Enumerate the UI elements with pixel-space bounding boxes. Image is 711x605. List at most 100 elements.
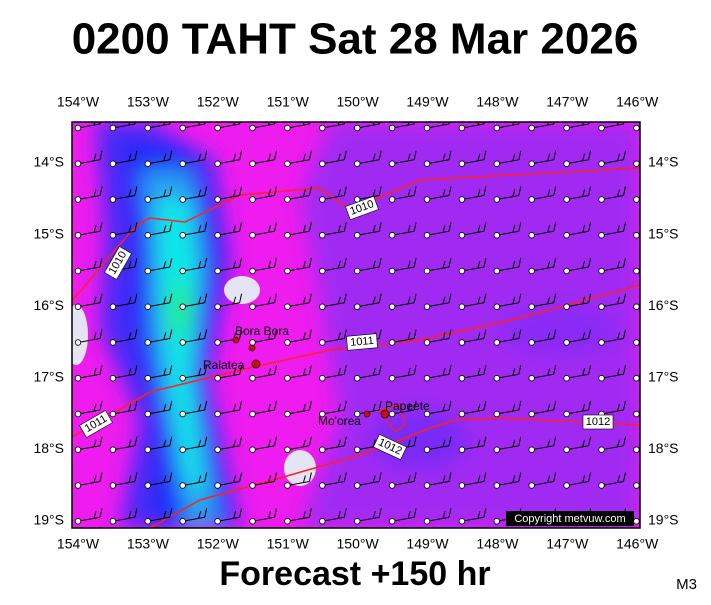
wind-station <box>179 482 186 489</box>
wind-station <box>563 232 570 239</box>
wind-station <box>493 124 500 132</box>
isobar-label-box <box>582 414 614 430</box>
wind-station <box>633 339 640 346</box>
wind-barb <box>461 436 487 451</box>
wind-barb <box>182 150 208 165</box>
wind-barb <box>77 257 103 272</box>
wind-station <box>144 339 151 346</box>
wind-station <box>633 124 640 132</box>
longitude-label: 150°W <box>337 536 380 552</box>
wind-barb <box>252 150 277 165</box>
wind-station <box>458 303 466 310</box>
wind-barb <box>496 222 522 236</box>
isobar-label: 1010 <box>345 195 379 221</box>
place-label: Mo'orea <box>318 414 361 428</box>
wind-barb <box>566 329 592 343</box>
wind-barb <box>77 400 103 415</box>
wind-station <box>284 124 291 132</box>
wind-barb <box>147 329 173 343</box>
wind-barb <box>322 186 347 200</box>
wind-station <box>354 232 361 239</box>
wind-barb <box>426 150 452 165</box>
latitude-label: 17°S <box>648 369 679 385</box>
wind-station <box>598 160 605 167</box>
wind-station <box>284 196 291 203</box>
wind-barb <box>322 508 347 522</box>
wind-barb <box>392 150 417 165</box>
wind-station <box>528 196 535 203</box>
wind-station <box>74 303 82 310</box>
wind-barb <box>217 472 243 486</box>
wind-barb <box>77 472 103 486</box>
wind-station <box>74 482 82 489</box>
wind-station <box>598 232 605 239</box>
wind-station <box>319 232 326 239</box>
wind-barb <box>426 257 452 272</box>
wind-barb <box>601 365 626 379</box>
wind-station <box>563 303 570 310</box>
wind-barb <box>496 436 522 451</box>
wind-station <box>423 160 431 167</box>
wind-station <box>493 196 500 203</box>
wind-station <box>284 410 291 418</box>
wind-barb <box>392 472 417 486</box>
longitude-label: 151°W <box>267 536 310 552</box>
wind-barb <box>112 400 138 415</box>
wind-station <box>354 303 361 310</box>
wind-station <box>458 410 466 418</box>
wind-barb <box>531 186 557 200</box>
latitude-label: 19°S <box>648 512 679 528</box>
wind-barb <box>252 400 277 415</box>
wind-station <box>493 482 500 489</box>
latitude-label: 19°S <box>33 512 64 528</box>
wind-station <box>458 375 466 382</box>
wind-station <box>354 160 361 167</box>
wind-station <box>423 339 431 346</box>
wind-station <box>179 446 186 453</box>
wind-station <box>528 482 535 489</box>
wind-station <box>423 232 431 239</box>
wind-barb <box>357 150 382 165</box>
wind-barb <box>461 365 487 379</box>
wind-station <box>284 160 291 167</box>
wind-station <box>528 410 535 418</box>
wind-station <box>74 196 82 203</box>
wind-station <box>179 232 186 239</box>
wind-barb <box>461 329 487 343</box>
wind-barb <box>496 472 522 486</box>
wind-barb <box>566 257 592 272</box>
wind-barb <box>147 293 173 308</box>
wind-station <box>319 303 326 310</box>
latitude-label: 14°S <box>648 154 679 170</box>
wind-barb <box>531 257 557 272</box>
wind-barb <box>461 400 487 415</box>
wind-station <box>319 375 326 382</box>
wind-station <box>179 160 186 167</box>
wind-station <box>214 410 221 418</box>
wind-station <box>214 267 221 275</box>
wind-station <box>563 410 570 418</box>
wind-barb <box>182 472 208 486</box>
wind-station <box>423 518 431 525</box>
wind-station <box>528 160 535 167</box>
wind-station <box>388 196 396 203</box>
latitude-label: 15°S <box>33 225 64 241</box>
wind-station <box>633 518 640 525</box>
longitude-label: 154°W <box>57 536 100 552</box>
wind-station <box>458 124 466 132</box>
wind-station <box>388 124 396 132</box>
wind-station <box>214 232 221 239</box>
wind-barb <box>112 436 138 451</box>
wind-barb <box>147 222 173 236</box>
wind-barb <box>77 222 103 236</box>
wind-barb <box>287 222 312 236</box>
wind-station <box>214 339 221 346</box>
wind-barb <box>566 293 592 308</box>
wind-barb <box>217 508 243 522</box>
wind-barb <box>217 436 243 451</box>
wind-barb <box>601 329 626 343</box>
wind-barb <box>357 508 382 522</box>
wind-barb <box>426 436 452 451</box>
wind-barb <box>112 472 138 486</box>
wind-barb <box>566 400 592 415</box>
